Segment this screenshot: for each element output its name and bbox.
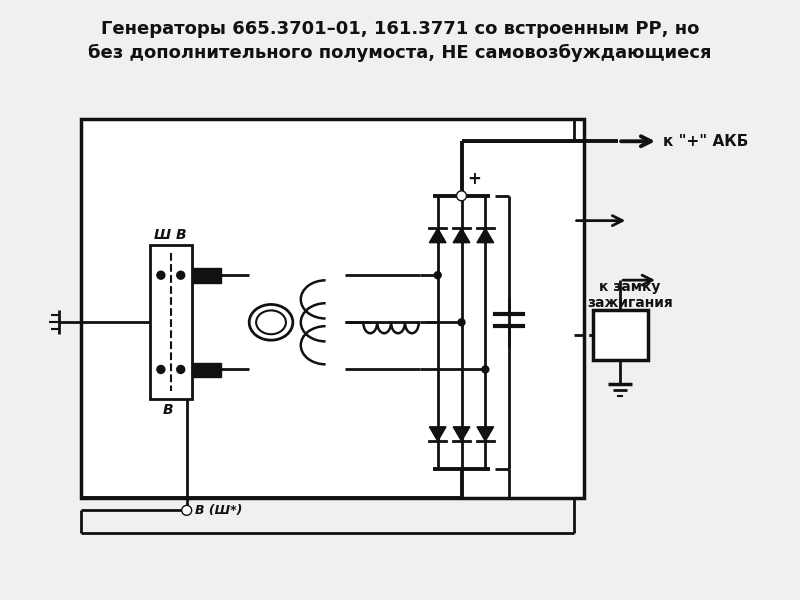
Bar <box>81 119 583 499</box>
Polygon shape <box>430 229 446 242</box>
Circle shape <box>177 365 185 373</box>
Circle shape <box>434 272 441 278</box>
Circle shape <box>182 505 192 515</box>
Text: В: В <box>162 403 173 417</box>
Polygon shape <box>477 229 494 242</box>
Text: Ш В: Ш В <box>154 229 186 242</box>
Text: Генераторы 665.3701–01, 161.3771 со встроенным РР, но: Генераторы 665.3701–01, 161.3771 со встр… <box>101 20 699 38</box>
Bar <box>150 245 192 399</box>
Bar <box>192 362 222 377</box>
Text: В (Ш*): В (Ш*) <box>194 504 242 517</box>
Text: +: + <box>467 170 482 188</box>
Circle shape <box>157 365 165 373</box>
Circle shape <box>458 319 465 326</box>
Polygon shape <box>453 427 470 441</box>
Bar <box>192 268 222 283</box>
Polygon shape <box>430 427 446 441</box>
Polygon shape <box>453 229 470 242</box>
Text: без дополнительного полумоста, НЕ самовозбуждающиеся: без дополнительного полумоста, НЕ самово… <box>88 44 712 62</box>
Circle shape <box>157 271 165 279</box>
Text: к "+" АКБ: к "+" АКБ <box>663 134 748 149</box>
Ellipse shape <box>249 304 293 340</box>
Circle shape <box>482 366 489 373</box>
Circle shape <box>177 271 185 279</box>
Circle shape <box>457 191 466 201</box>
Bar <box>594 310 648 359</box>
Ellipse shape <box>256 310 286 334</box>
Polygon shape <box>477 427 494 441</box>
Text: к замку
зажигания: к замку зажигания <box>587 280 673 310</box>
